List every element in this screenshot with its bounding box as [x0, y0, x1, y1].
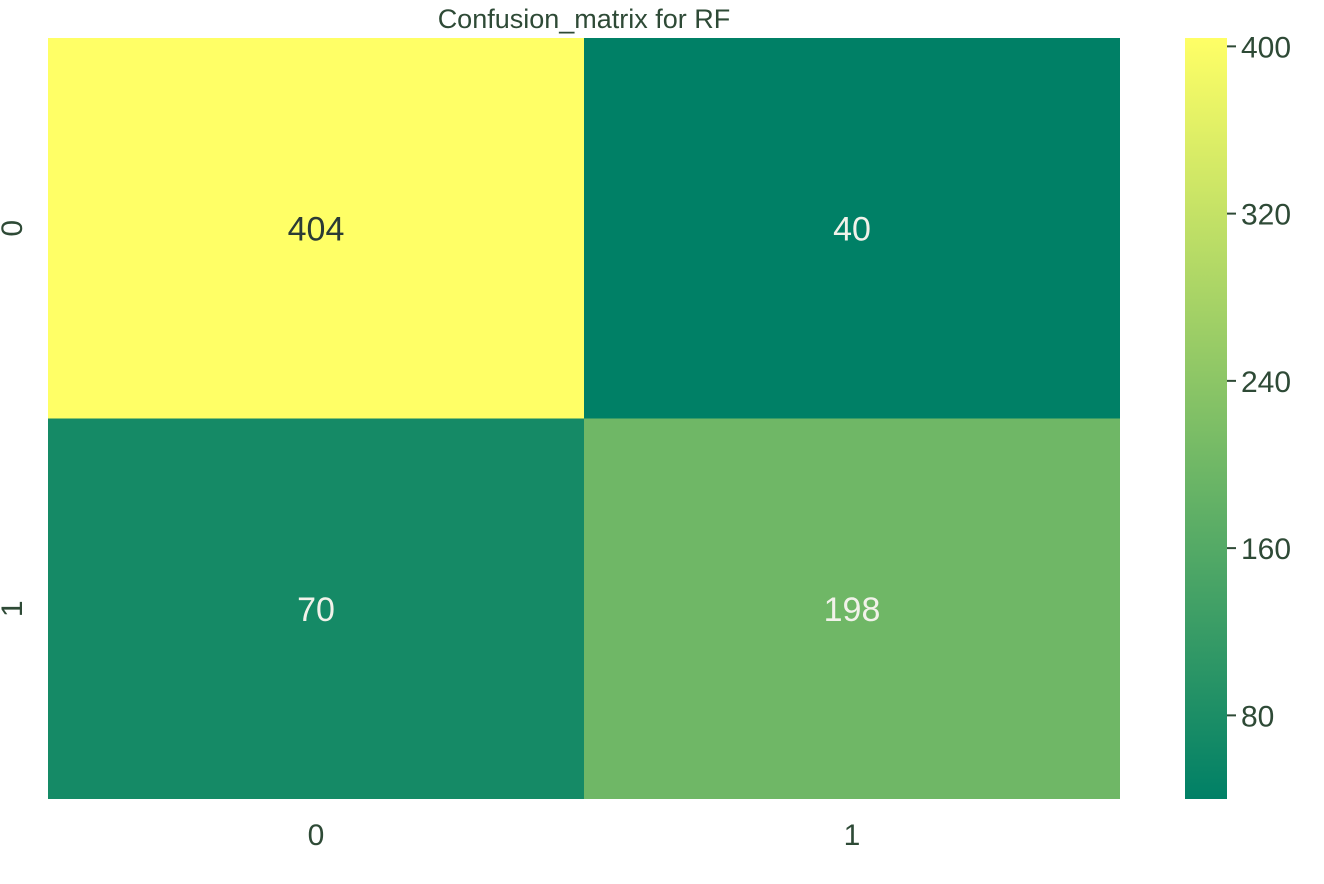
colorbar-tick-label: 400	[1241, 31, 1291, 64]
x-tick-label: 1	[844, 819, 861, 852]
heatmap-cell-r0-c0	[48, 38, 584, 419]
heatmap-cell-r0-c1	[584, 38, 1120, 419]
y-tick-label: 1	[0, 600, 29, 617]
heatmap-cells	[48, 38, 1120, 799]
colorbar-tick-label: 240	[1241, 366, 1291, 399]
cell-value-r1-c0: 70	[297, 591, 335, 629]
x-tick-label: 0	[308, 819, 325, 852]
colorbar-tick-label: 160	[1241, 533, 1291, 566]
y-tick-label: 0	[0, 220, 29, 237]
cell-value-r1-c1: 198	[824, 591, 881, 629]
cell-value-r0-c1: 40	[833, 210, 871, 248]
colorbar-gradient	[1185, 38, 1227, 799]
heatmap-cell-labels: 404 40 70 198	[288, 210, 881, 629]
heatmap-cell-r1-c0	[48, 418, 584, 799]
cell-value-r0-c0: 404	[288, 210, 345, 248]
colorbar-tick-label: 320	[1241, 199, 1291, 232]
colorbar-tick-label: 80	[1241, 700, 1274, 733]
colorbar: 80 160 240 320 400	[1185, 31, 1291, 799]
heatmap-cell-r1-c1	[584, 418, 1120, 799]
chart-title: Confusion_matrix for RF	[438, 4, 731, 34]
y-axis-ticks: 01	[0, 220, 29, 617]
